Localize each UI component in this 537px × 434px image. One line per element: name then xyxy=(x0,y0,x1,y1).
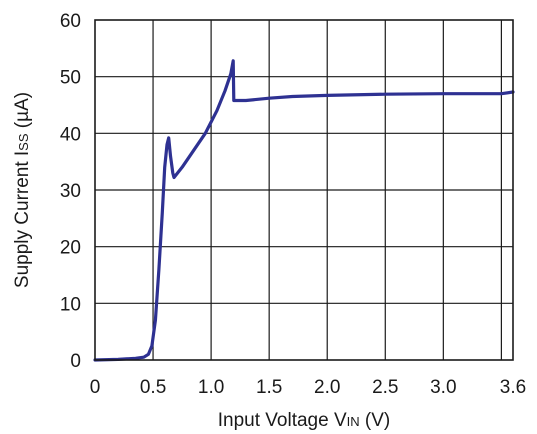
y-axis-title-main: Supply Current I xyxy=(12,151,33,288)
x-axis-title-unit: (V) xyxy=(360,410,391,431)
y-tick-label: 10 xyxy=(60,294,81,315)
plot-area-frame xyxy=(94,19,514,361)
supply-current-series-line xyxy=(93,59,515,362)
y-tick-label: 60 xyxy=(60,11,81,32)
y-tick-label: 20 xyxy=(60,238,81,259)
x-tick-label: 2.0 xyxy=(314,377,340,398)
x-tick-label: 0.5 xyxy=(140,377,166,398)
y-tick-label: 50 xyxy=(60,68,81,89)
y-axis-title-subscript: SS xyxy=(16,133,31,151)
x-tick-label: 3.6 xyxy=(500,377,526,398)
x-axis-tick-labels: 0 0.5 1.0 1.5 2.0 2.5 3.0 3.6 xyxy=(90,377,527,398)
y-axis-title-unit: (µA) xyxy=(12,92,33,134)
x-axis-title: Input Voltage VIN (V) xyxy=(218,410,391,431)
x-tick-label: 2.5 xyxy=(372,377,398,398)
y-axis-title: Supply Current ISS (µA) xyxy=(12,92,33,288)
x-tick-label: 3.0 xyxy=(430,377,456,398)
x-axis-title-subscript: IN xyxy=(347,414,360,429)
x-tick-label: 1.0 xyxy=(198,377,224,398)
y-tick-label: 40 xyxy=(60,124,81,145)
y-tick-label: 30 xyxy=(60,181,81,202)
y-tick-label: 0 xyxy=(70,351,81,372)
y-axis-tick-labels: 0 10 20 30 40 50 60 xyxy=(60,11,81,372)
x-axis-title-main: Input Voltage V xyxy=(218,410,347,431)
x-tick-label: 1.5 xyxy=(256,377,282,398)
x-tick-label: 0 xyxy=(90,377,101,398)
